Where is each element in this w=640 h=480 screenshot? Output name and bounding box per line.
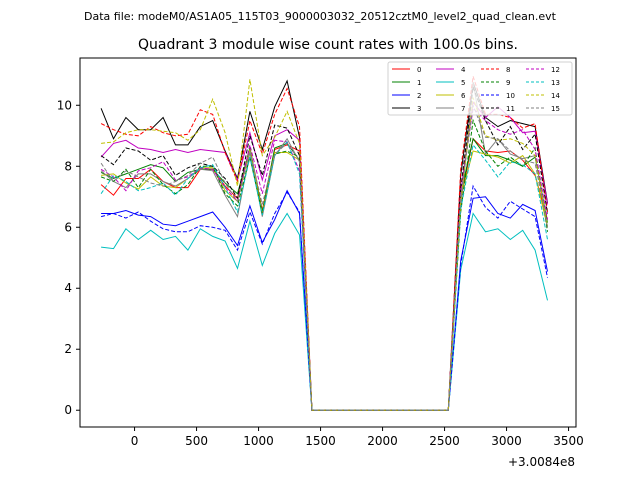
- y-tick-label: 4: [64, 281, 72, 295]
- legend-label-5: 5: [461, 79, 465, 87]
- legend-label-1: 1: [417, 79, 421, 87]
- x-axis: 0 500 1000 1500 2000 2500 3000 3500: [131, 427, 584, 448]
- y-axis: 0 2 4 6 8 10: [57, 98, 80, 417]
- x-tick-label: 500: [185, 434, 208, 448]
- legend-label-3: 3: [417, 105, 421, 113]
- legend-frame: [387, 61, 573, 116]
- y-tick-label: 8: [64, 159, 72, 173]
- y-tick-label: 0: [64, 403, 72, 417]
- legend-label-8: 8: [506, 66, 510, 74]
- x-tick-label: 1000: [243, 434, 274, 448]
- series-line-11: [100, 86, 548, 411]
- legend-label-7: 7: [461, 105, 465, 113]
- series-layer: [100, 76, 548, 411]
- series-line-5: [101, 212, 548, 411]
- legend-label-15: 15: [551, 105, 560, 113]
- series-line-6: [101, 149, 548, 411]
- x-tick-label: 3000: [491, 434, 522, 448]
- series-line-12: [100, 107, 548, 411]
- legend-label-4: 4: [461, 66, 466, 74]
- x-offset-label: +3.0084e8: [508, 455, 575, 469]
- y-tick-label: 2: [64, 342, 72, 356]
- legend-label-10: 10: [506, 92, 515, 100]
- series-line-15: [100, 105, 548, 411]
- legend-label-11: 11: [506, 105, 515, 113]
- legend-label-2: 2: [417, 92, 421, 100]
- series-line-3: [100, 79, 548, 411]
- chart-title: Quadrant 3 module wise count rates with …: [138, 37, 518, 53]
- x-tick-label: 3500: [553, 434, 584, 448]
- x-tick-label: 2500: [429, 434, 460, 448]
- figure-suptitle: Data file: modeM0/AS1A05_115T03_90000030…: [84, 10, 557, 23]
- x-tick-label: 1500: [305, 434, 336, 448]
- legend-label-12: 12: [551, 66, 560, 74]
- legend-label-13: 13: [551, 79, 560, 87]
- y-tick-label: 6: [64, 220, 72, 234]
- legend-label-9: 9: [506, 79, 510, 87]
- series-line-2: [101, 189, 548, 411]
- legend-label-6: 6: [461, 92, 466, 100]
- legend-label-14: 14: [551, 92, 560, 100]
- x-tick-label: 0: [131, 434, 139, 448]
- series-line-9: [100, 118, 548, 411]
- series-line-14: [101, 79, 548, 411]
- series-line-10: [100, 184, 548, 411]
- axes-frame: [79, 57, 577, 428]
- y-tick-label: 10: [57, 98, 72, 112]
- legend-label-0: 0: [417, 66, 421, 74]
- x-tick-label: 2000: [367, 434, 398, 448]
